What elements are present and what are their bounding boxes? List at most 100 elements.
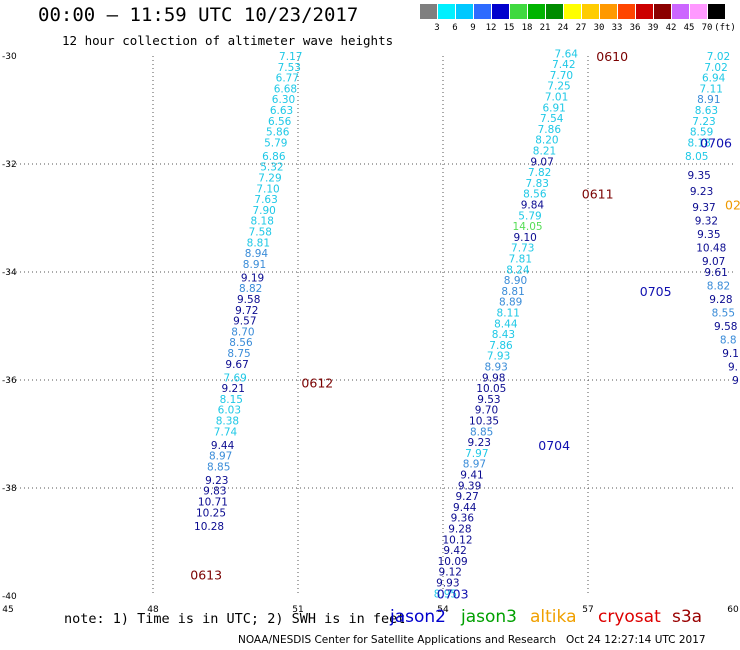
swh-data-point: 9.23 bbox=[205, 475, 228, 487]
swh-data-point: 8.91 bbox=[243, 259, 266, 271]
swh-data-point: 9.53 bbox=[477, 394, 500, 406]
time-label: 0704 bbox=[538, 438, 570, 453]
swh-data-point: 9.35 bbox=[687, 170, 710, 182]
swh-data-point: 7.17 bbox=[279, 51, 302, 63]
chart-title: 00:00 – 11:59 UTC 10/23/2017 bbox=[38, 4, 359, 26]
swh-data-point: 7.01 bbox=[545, 92, 568, 104]
swh-data-point: 7.82 bbox=[528, 167, 551, 179]
swh-data-point: 8.18 bbox=[687, 137, 710, 149]
swh-data-point: 9.72 bbox=[235, 305, 258, 317]
y-tick-label: -30 bbox=[2, 52, 17, 62]
swh-data-point: 7.54 bbox=[540, 113, 564, 125]
swh-data-point: 6.03 bbox=[218, 405, 241, 417]
swh-data-point: 10.35 bbox=[469, 416, 499, 428]
swh-data-point: 8.81 bbox=[247, 237, 270, 249]
scale-swatch bbox=[420, 4, 437, 19]
scale-label: 18 bbox=[521, 23, 533, 33]
swh-data-point: 7.58 bbox=[249, 227, 272, 239]
scale-label: 42 bbox=[665, 23, 677, 33]
swh-data-point: 7.90 bbox=[252, 205, 275, 217]
swh-data-point: 6.86 bbox=[262, 151, 286, 163]
y-tick-label: -36 bbox=[2, 376, 17, 386]
swh-data-point: 8.24 bbox=[506, 264, 530, 276]
swh-data-point: 7.53 bbox=[278, 62, 301, 74]
time-label: 0705 bbox=[640, 284, 672, 299]
scale-swatch bbox=[492, 4, 509, 19]
x-tick-label: 45 bbox=[2, 605, 13, 615]
swh-data-point: 7.25 bbox=[547, 81, 570, 93]
swh-data-point: 6.30 bbox=[272, 94, 295, 106]
swh-data-point: 7.10 bbox=[256, 183, 279, 195]
swh-data-point: 8.97 bbox=[209, 451, 232, 463]
swh-data-point: 9.67 bbox=[225, 359, 248, 371]
scale-label: 6 bbox=[452, 23, 458, 33]
time-label: 0611 bbox=[582, 187, 614, 202]
swh-data-point: 8.81 bbox=[501, 286, 524, 298]
swh-data-point: 8.44 bbox=[494, 318, 518, 330]
swh-data-point: 9.19 bbox=[241, 272, 264, 284]
swh-data-point: 9.23 bbox=[690, 186, 713, 198]
swh-data-point: 7.42 bbox=[552, 59, 575, 71]
x-tick-label: 51 bbox=[292, 605, 303, 615]
swh-data-point: 9.42 bbox=[443, 545, 466, 557]
swh-data-point: 7.11 bbox=[700, 83, 723, 95]
swh-data-point: 9 bbox=[732, 375, 739, 387]
scale-label: 36 bbox=[629, 23, 641, 33]
swh-data-point: 9.27 bbox=[455, 491, 478, 503]
chart-subtitle: 12 hour collection of altimeter wave hei… bbox=[62, 33, 394, 48]
swh-data-point: 8.70 bbox=[231, 326, 254, 338]
swh-data-point: 8.38 bbox=[216, 416, 239, 428]
satellite-cryosat: cryosat bbox=[598, 607, 661, 627]
scale-swatch bbox=[600, 4, 617, 19]
swh-data-point: 9.1 bbox=[722, 348, 739, 360]
satellite-jason2: jason2 bbox=[390, 607, 446, 627]
swh-data-point: 10.09 bbox=[438, 556, 468, 568]
swh-data-point: 10.48 bbox=[696, 243, 726, 255]
swh-data-point: 7.63 bbox=[254, 194, 277, 206]
swh-data-point: 10.12 bbox=[442, 534, 472, 546]
swh-data-point: 9.35 bbox=[697, 229, 720, 241]
scale-label: 21 bbox=[539, 23, 551, 33]
swh-data-point: 10.71 bbox=[198, 497, 228, 509]
swh-data-point: 8.56 bbox=[229, 337, 253, 349]
swh-data-point: 8.20 bbox=[535, 135, 558, 147]
satellite-jason3: jason3 bbox=[461, 607, 517, 627]
swh-data-point: 9.58 bbox=[237, 294, 260, 306]
swh-data-point: 6.77 bbox=[276, 73, 299, 85]
swh-data-point: 5.32 bbox=[260, 162, 283, 174]
swh-data-point: 7.02 bbox=[704, 62, 727, 74]
scale-swatch bbox=[690, 4, 707, 19]
swh-data-point: 8.59 bbox=[690, 127, 713, 139]
swh-data-point: 7.83 bbox=[526, 178, 549, 190]
time-label: 0613 bbox=[190, 567, 222, 582]
swh-data-point: 10.05 bbox=[476, 383, 506, 395]
swh-data-point: 8.82 bbox=[239, 283, 262, 295]
swh-data-point: 8.93 bbox=[484, 362, 507, 374]
swh-data-point: 8.85 bbox=[207, 461, 230, 473]
swh-data-point: 9.07 bbox=[530, 156, 553, 168]
swh-data-point: 7.81 bbox=[509, 254, 532, 266]
scale-label: 39 bbox=[647, 23, 659, 33]
y-tick-label: -40 bbox=[2, 592, 17, 602]
swh-data-point: 8.55 bbox=[712, 308, 735, 320]
scale-label: (ft) bbox=[714, 23, 736, 33]
scale-swatch bbox=[618, 4, 635, 19]
swh-data-point: 7.23 bbox=[692, 116, 715, 128]
swh-data-point: 9.41 bbox=[460, 470, 483, 482]
x-tick-label: 48 bbox=[147, 605, 159, 615]
swh-data-point: 9.07 bbox=[702, 256, 725, 268]
swh-data-point: 7.93 bbox=[487, 351, 510, 363]
swh-data-point: 8.85 bbox=[470, 426, 493, 438]
swh-data-point: 8.75 bbox=[227, 348, 250, 360]
time-label: 02 bbox=[725, 198, 740, 213]
swh-data-point: 7.97 bbox=[465, 448, 488, 460]
swh-data-point: 8.43 bbox=[492, 329, 515, 341]
swh-data-point: 9.93 bbox=[436, 578, 459, 590]
swh-data-point: 8.94 bbox=[245, 248, 269, 260]
swh-data-point: 5.86 bbox=[266, 127, 290, 139]
swh-data-point: 8.05 bbox=[685, 151, 708, 163]
swh-data-point: 9.57 bbox=[233, 316, 256, 328]
scale-swatch bbox=[582, 4, 599, 19]
swh-data-point: 8.15 bbox=[220, 394, 243, 406]
time-label: 0610 bbox=[596, 49, 628, 64]
